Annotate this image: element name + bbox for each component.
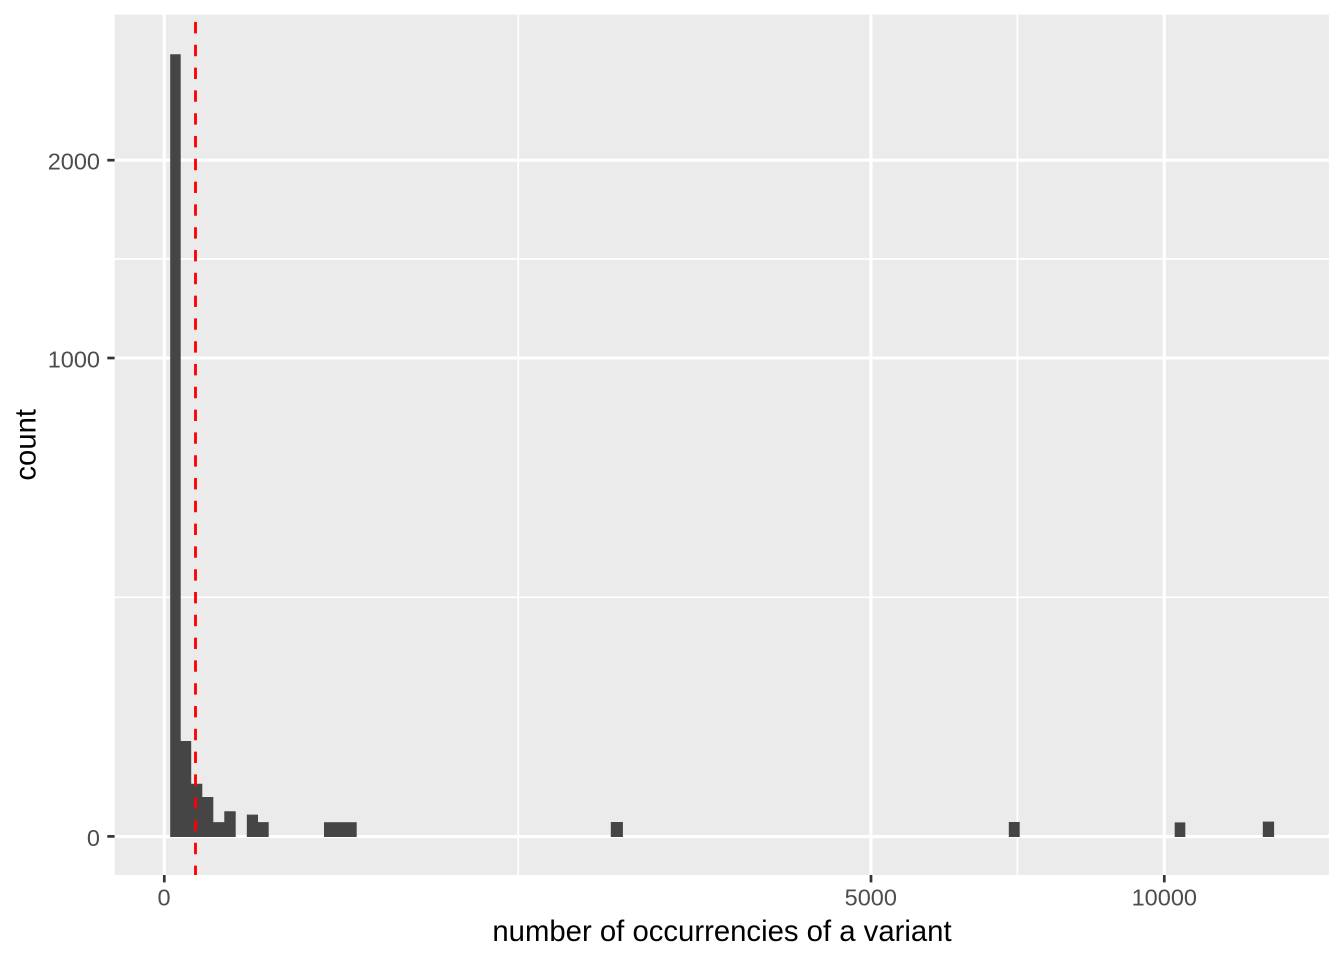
- svg-text:10000: 10000: [1132, 885, 1197, 911]
- svg-text:count: count: [10, 409, 43, 481]
- svg-text:0: 0: [87, 825, 100, 851]
- svg-text:2000: 2000: [48, 149, 100, 175]
- svg-text:number of occurrencies of a va: number of occurrencies of a variant: [492, 915, 951, 948]
- svg-text:0: 0: [157, 885, 170, 911]
- svg-text:1000: 1000: [48, 346, 100, 372]
- svg-text:5000: 5000: [845, 885, 897, 911]
